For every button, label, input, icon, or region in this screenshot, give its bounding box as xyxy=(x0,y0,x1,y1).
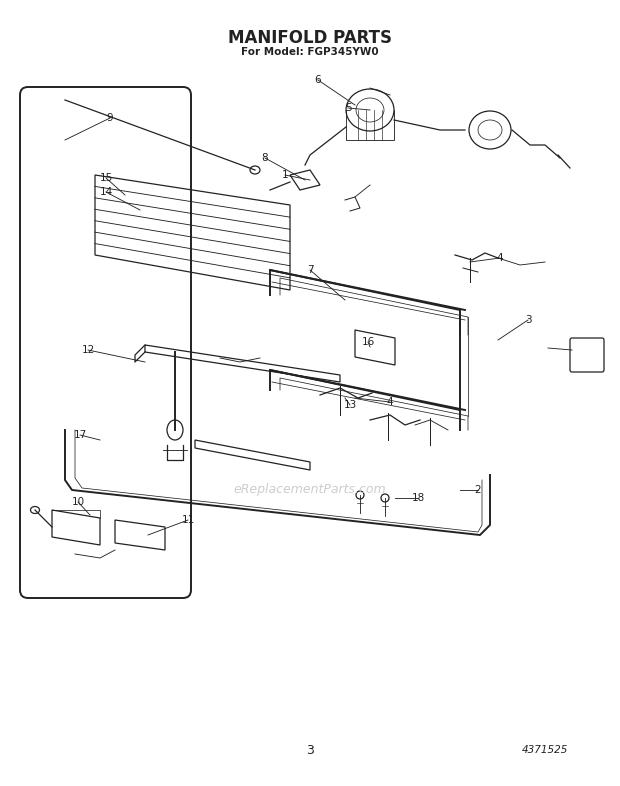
Text: 18: 18 xyxy=(412,493,425,503)
Text: 2: 2 xyxy=(475,485,481,495)
Text: 3: 3 xyxy=(306,744,314,756)
Text: 5: 5 xyxy=(345,103,352,113)
Text: 11: 11 xyxy=(182,515,195,525)
Text: 10: 10 xyxy=(71,497,84,507)
Text: 6: 6 xyxy=(315,75,321,85)
Text: eReplacementParts.com: eReplacementParts.com xyxy=(234,483,386,497)
Text: 4: 4 xyxy=(497,253,503,263)
Text: For Model: FGP345YW0: For Model: FGP345YW0 xyxy=(241,47,379,57)
Text: 12: 12 xyxy=(81,345,95,355)
Text: 3: 3 xyxy=(525,315,531,325)
Text: 4: 4 xyxy=(387,397,393,407)
Text: 17: 17 xyxy=(73,430,87,440)
Polygon shape xyxy=(355,330,395,365)
Text: 1: 1 xyxy=(281,170,288,180)
Text: 14: 14 xyxy=(99,187,113,197)
Text: 9: 9 xyxy=(107,113,113,123)
Text: 4371525: 4371525 xyxy=(522,745,568,755)
Text: 7: 7 xyxy=(307,265,313,275)
Text: 8: 8 xyxy=(262,153,268,163)
Text: 16: 16 xyxy=(361,337,374,347)
Text: 15: 15 xyxy=(99,173,113,183)
Text: 13: 13 xyxy=(343,400,356,410)
Text: MANIFOLD PARTS: MANIFOLD PARTS xyxy=(228,29,392,47)
